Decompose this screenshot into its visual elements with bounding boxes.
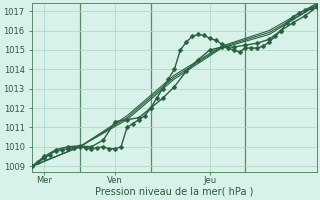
X-axis label: Pression niveau de la mer( hPa ): Pression niveau de la mer( hPa )	[95, 187, 253, 197]
